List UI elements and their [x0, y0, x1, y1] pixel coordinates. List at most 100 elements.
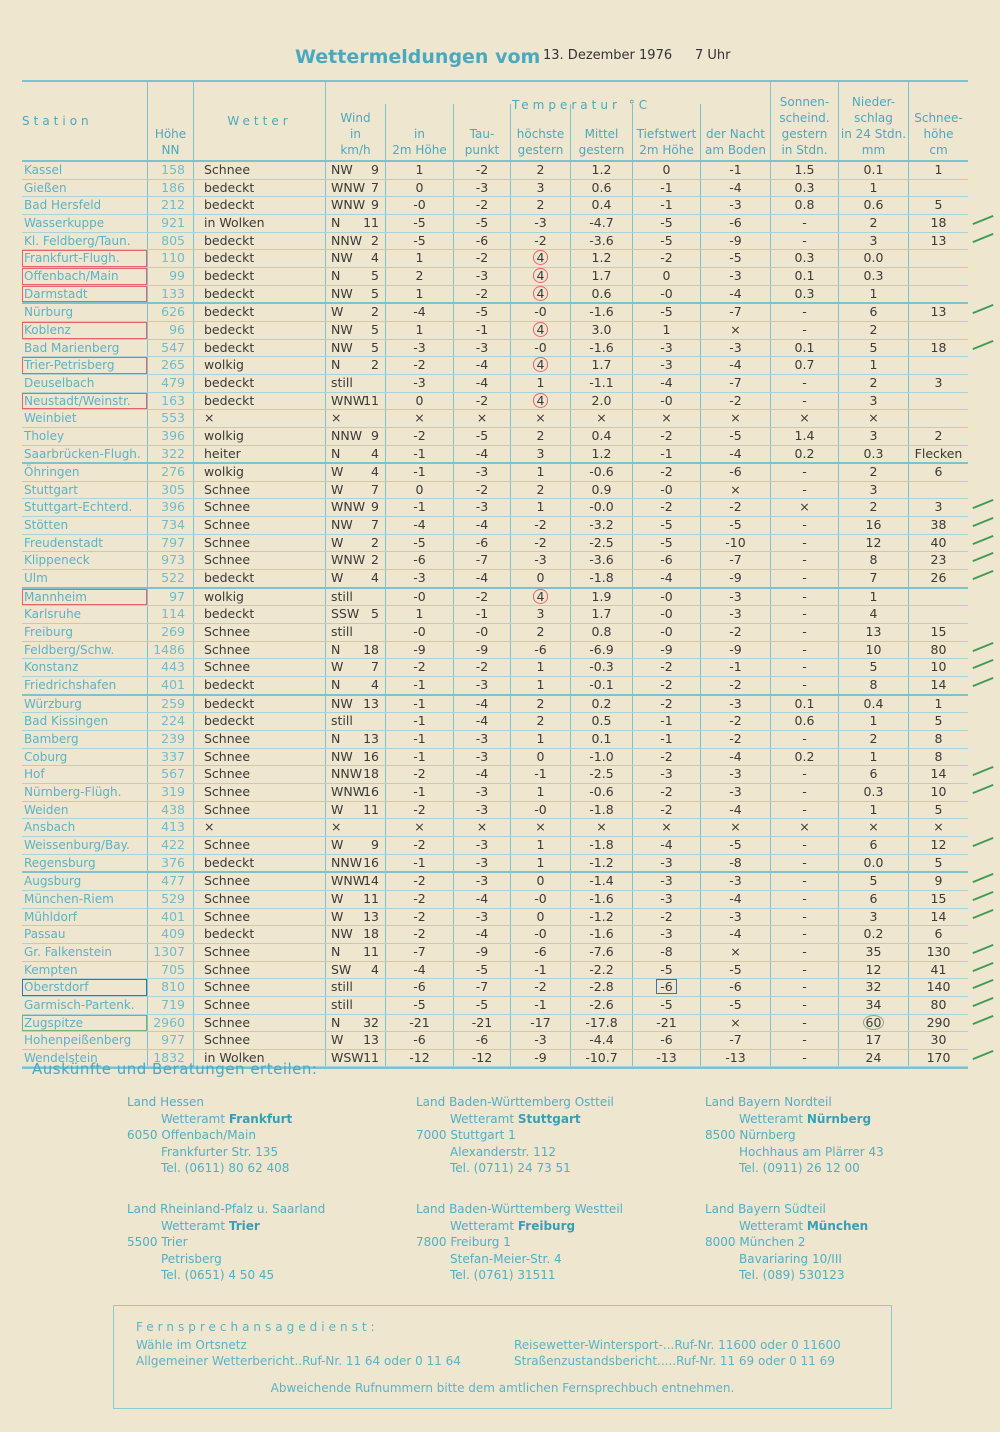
dew-point-cell: -5 — [453, 427, 510, 445]
temp-2m-cell: 0 — [385, 481, 453, 499]
wind-direction: NW — [331, 250, 353, 266]
weather-cell: bedeckt — [193, 232, 325, 250]
header-dew: Tau-punkt — [453, 104, 510, 160]
table-row: Konstanz 443 Schnee W 7 -2 -2 1 -0.3 -2 -1-5 10 — [22, 659, 994, 678]
max-yesterday: -3 — [534, 214, 547, 230]
weather-cell: Schnee — [193, 979, 325, 996]
precipitation-cell: 0.3 — [838, 783, 908, 801]
temp-2m-cell: -5 — [385, 232, 453, 250]
height-cell: 376 — [147, 854, 193, 872]
min-ground: -2 — [729, 677, 742, 693]
max-yesterday-cell: -1 — [510, 996, 570, 1014]
dew-point: -2 — [475, 250, 489, 266]
phone-heading: Fernsprechansagedienst: — [136, 1320, 379, 1334]
sunshine-hours: - — [802, 304, 807, 320]
table-row: Kl. Feldberg/Taun. 805 bedeckt NNW 2 -5 -6 -2 -3… — [22, 232, 994, 251]
station-height: 438 — [161, 801, 185, 817]
station-cell: Passau — [22, 926, 147, 943]
dew-point: -9 — [475, 943, 489, 959]
min-2m-cell: -13 — [632, 1049, 700, 1067]
height-cell: 413 — [147, 819, 193, 836]
office-city: 7800 Freiburg 1 — [416, 1235, 511, 1249]
weather-text: Schnee — [204, 996, 251, 1012]
wind-direction: still — [331, 624, 353, 640]
wind-cell: W 11 — [325, 801, 385, 819]
green-tick-mark — [972, 1049, 994, 1060]
mean-yesterday: -2.8 — [589, 979, 614, 995]
temp-2m: 0 — [415, 179, 424, 195]
precipitation-cell: 3 — [838, 232, 908, 250]
temp-2m: 0 — [415, 392, 424, 408]
precipitation: 6 — [869, 766, 878, 782]
station-height: 265 — [161, 357, 185, 373]
temp-2m-cell: 1 — [385, 250, 453, 267]
max-yesterday: 1 — [536, 499, 545, 515]
wind-direction: × — [331, 410, 342, 426]
temp-2m: -6 — [413, 979, 426, 995]
min-2m-cell: -5 — [632, 534, 700, 552]
station-cell: Nürnberg-Flügh. — [22, 784, 147, 801]
sunshine-hours: 1.4 — [794, 427, 815, 443]
weather-text: bedeckt — [204, 179, 255, 195]
wind-cell: still — [325, 374, 385, 392]
station-height: 413 — [161, 819, 185, 835]
temp-2m-cell: -9 — [385, 641, 453, 659]
mean-yesterday: -3.2 — [589, 517, 614, 533]
header-weather: Wetter — [193, 82, 325, 160]
wind-direction: still — [331, 374, 353, 390]
header-text: Tau- — [469, 127, 495, 141]
sunshine-hours: - — [802, 374, 807, 390]
precipitation-cell: 1 — [838, 748, 908, 766]
precipitation-cell: 12 — [838, 961, 908, 979]
mean-yesterday-cell: -1.8 — [570, 570, 632, 587]
dew-point-cell: -4 — [453, 713, 510, 730]
weather-text: Schnee — [204, 961, 251, 977]
sunshine-hours-cell: - — [770, 641, 838, 659]
weather-text: bedeckt — [204, 285, 255, 301]
wind-cell: × — [325, 410, 385, 427]
min-ground-cell: × — [700, 819, 770, 836]
min-ground-cell: -9 — [700, 641, 770, 659]
dew-point-cell: -6 — [453, 534, 510, 552]
weather-cell: Schnee — [193, 836, 325, 854]
wind-direction: WNW — [331, 499, 366, 515]
precipitation: 5 — [869, 339, 878, 355]
office-name: Nürnberg — [806, 1111, 872, 1126]
dew-point: -4 — [475, 357, 489, 373]
station-cell: Friedrichshafen — [22, 677, 147, 694]
weather-cell: Schnee — [193, 890, 325, 908]
sunshine-hours: - — [802, 392, 807, 408]
sunshine-hours-cell: - — [770, 464, 838, 481]
max-yesterday-cell: 1 — [510, 659, 570, 677]
temperature-group-header: Temperatur °C — [512, 98, 652, 112]
precipitation: 0.6 — [863, 197, 884, 213]
precipitation: 24 — [865, 1049, 882, 1065]
max-yesterday-cell: 0 — [510, 908, 570, 926]
min-ground: × — [730, 1014, 741, 1030]
temp-2m-cell: × — [385, 819, 453, 836]
wind-cell: still — [325, 996, 385, 1014]
max-yesterday: -6 — [534, 943, 547, 959]
dew-point: -3 — [475, 731, 489, 746]
sunshine-hours-cell: - — [770, 731, 838, 748]
dew-point-cell: -3 — [453, 748, 510, 766]
weather-cell: Schnee — [193, 499, 325, 517]
table-row: Weiden 438 Schnee W 11 -2 -3 -0 -1.8 -2 -4-1 5 — [22, 801, 968, 820]
min-2m-cell: -6 — [632, 1032, 700, 1049]
station-name: Weiden — [24, 802, 69, 817]
min-ground: -3 — [729, 606, 742, 622]
header-text: Mittel — [584, 127, 619, 141]
mean-yesterday-cell: -1.6 — [570, 926, 632, 943]
dew-point-cell: -3 — [453, 677, 510, 694]
sunshine-hours: - — [802, 517, 807, 533]
min-2m-cell: -3 — [632, 766, 700, 783]
wind-speed: 13 — [363, 731, 379, 746]
temp-2m-cell: -6 — [385, 1032, 453, 1049]
min-ground: -4 — [729, 445, 742, 461]
office-street: Bavariaring 10/III — [739, 1251, 842, 1266]
min-ground-cell: × — [700, 410, 770, 427]
height-cell: 401 — [147, 677, 193, 694]
snow-depth: 5 — [934, 713, 943, 729]
table-row: Kempten 705 Schnee SW 4 -4 -5 -1 -2.2 -5 -5-12 41 — [22, 961, 994, 980]
